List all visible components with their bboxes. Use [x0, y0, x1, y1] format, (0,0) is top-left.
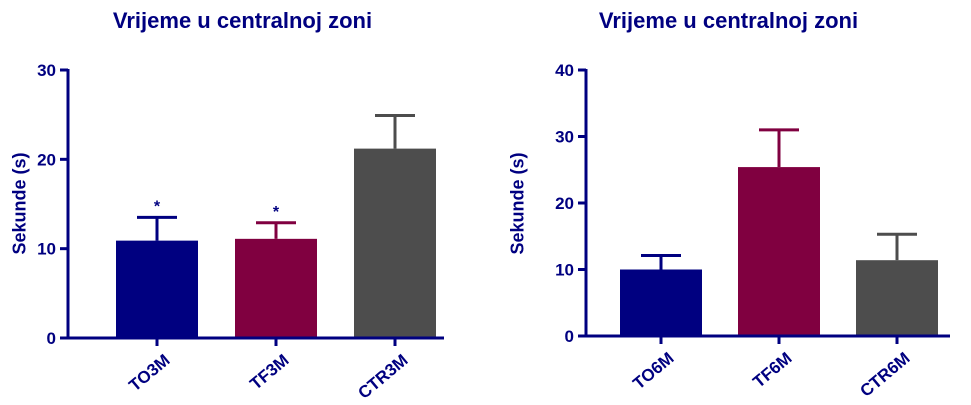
chart-plot: TO6M TF6M CTR6M 0 10 20 30 40 — [555, 61, 950, 401]
y-tick-label: 0 — [47, 329, 56, 348]
x-tick-label: TF3M — [246, 351, 292, 394]
bar — [235, 238, 317, 338]
chart-plot: * TO3M * TF3M CTR3M 0 10 20 30 — [37, 61, 444, 403]
x-tick-label: TF6M — [749, 349, 795, 392]
y-tick-label: 40 — [555, 61, 574, 80]
x-tick-label: CTR3M — [354, 351, 411, 403]
bar — [856, 260, 938, 336]
chart-title: Vrijeme u centralnoj zoni — [598, 8, 859, 33]
y-tick-label: 10 — [555, 261, 574, 280]
x-tick-label: CTR6M — [856, 349, 913, 401]
bar — [738, 167, 820, 336]
bar — [354, 148, 436, 338]
chart-title: Vrijeme u centralnoj zoni — [112, 8, 373, 33]
y-tick-label: 10 — [37, 240, 56, 259]
y-tick-label: 20 — [555, 194, 574, 213]
y-tick-label: 20 — [37, 150, 56, 169]
x-tick-label: TO3M — [125, 351, 173, 396]
y-tick-label: 0 — [565, 327, 574, 346]
significance-marker: * — [154, 198, 161, 215]
chart-right: Vrijeme u centralnoj zoni Sekunde (s) TO… — [486, 0, 971, 405]
y-tick-label: 30 — [37, 61, 56, 80]
bar — [620, 269, 702, 336]
y-tick-label: 30 — [555, 128, 574, 147]
x-tick-label: TO6M — [629, 349, 677, 394]
significance-marker: * — [273, 204, 280, 221]
chart-left: Vrijeme u centralnoj zoni Sekunde (s) * T… — [0, 0, 485, 405]
bar — [116, 240, 198, 338]
